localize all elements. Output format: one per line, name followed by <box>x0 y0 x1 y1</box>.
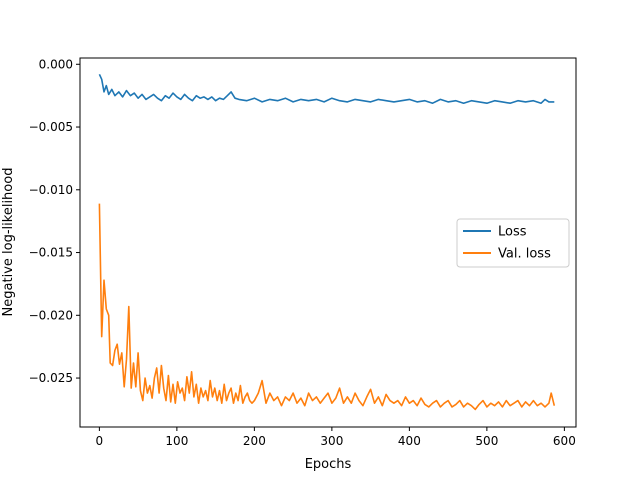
x-tick-label: 500 <box>475 434 498 448</box>
x-axis-ticks: 0 100 200 300 400 500 600 <box>96 427 576 448</box>
y-axis-label: Negative log-likelihood <box>1 168 16 317</box>
y-tick-label: −0.025 <box>29 371 73 385</box>
x-axis-label: Epochs <box>305 457 352 472</box>
legend-label-1: Val. loss <box>498 247 551 262</box>
y-tick-label: −0.015 <box>29 246 73 260</box>
legend-label-0: Loss <box>498 225 527 240</box>
y-tick-label: 0.000 <box>39 57 73 71</box>
x-tick-label: 300 <box>320 434 343 448</box>
y-tick-label: −0.020 <box>29 308 73 322</box>
y-tick-label: −0.005 <box>29 120 73 134</box>
series-line-0 <box>98 73 555 104</box>
x-tick-label: 100 <box>165 434 188 448</box>
x-tick-label: 400 <box>398 434 421 448</box>
legend: Loss Val. loss <box>456 218 570 268</box>
x-tick-label: 200 <box>243 434 266 448</box>
series-line-1 <box>98 203 556 411</box>
x-tick-label: 0 <box>96 434 104 448</box>
x-tick-label: 600 <box>553 434 576 448</box>
series-lines <box>98 73 556 411</box>
y-tick-label: −0.010 <box>29 183 73 197</box>
y-axis-ticks: 0.000 −0.005 −0.010 −0.015 −0.020 −0.025 <box>29 57 80 385</box>
plot-frame <box>79 57 577 428</box>
